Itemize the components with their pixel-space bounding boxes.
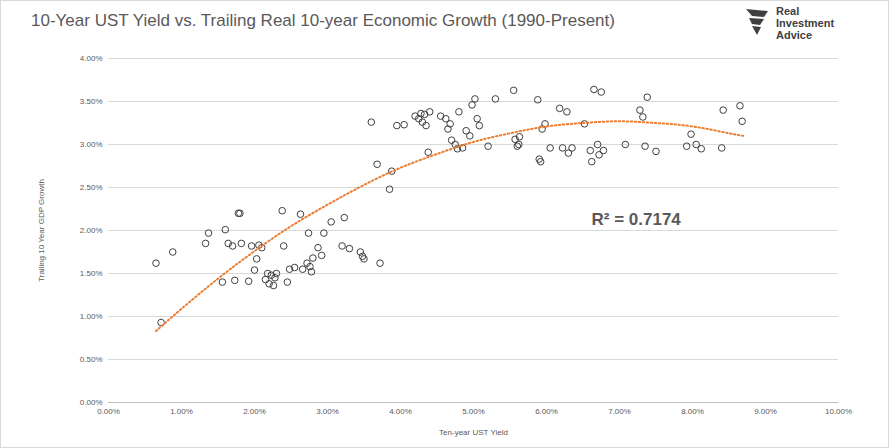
svg-text:2.00%: 2.00% [80, 226, 103, 235]
svg-text:10.00%: 10.00% [825, 407, 852, 416]
svg-text:8.00%: 8.00% [681, 407, 704, 416]
html-text:10-Year UST Yield vs. Trailing: 10-Year UST Yield vs. Trailing Real 10-y… [31, 11, 615, 30]
svg-text:Ten-year UST Yield: Ten-year UST Yield [439, 428, 508, 437]
svg-text:1.00%: 1.00% [80, 312, 103, 321]
svg-text:6.00%: 6.00% [535, 407, 558, 416]
svg-text:2.00%: 2.00% [243, 407, 266, 416]
svg-text:3.50%: 3.50% [80, 97, 103, 106]
svg-text:4.00%: 4.00% [80, 54, 103, 63]
svg-text:0.00%: 0.00% [97, 407, 120, 416]
svg-text:1.50%: 1.50% [80, 269, 103, 278]
svg-text:2.50%: 2.50% [80, 183, 103, 192]
svg-text:1.00%: 1.00% [170, 407, 193, 416]
svg-text:3.00%: 3.00% [316, 407, 339, 416]
svg-text:7.00%: 7.00% [608, 407, 631, 416]
svg-text:0.50%: 0.50% [80, 355, 103, 364]
svg-text:5.00%: 5.00% [462, 407, 485, 416]
svg-text:4.00%: 4.00% [389, 407, 412, 416]
svg-text:R² = 0.7174: R² = 0.7174 [592, 210, 682, 229]
svg-text:0.00%: 0.00% [80, 398, 103, 407]
svg-text:Trailing 10 Year GDP Growth: Trailing 10 Year GDP Growth [37, 179, 46, 282]
svg-text:9.00%: 9.00% [754, 407, 777, 416]
html-text:Real Investment Advice: Real Investment Advice [776, 5, 835, 41]
svg-text:3.00%: 3.00% [80, 140, 103, 149]
